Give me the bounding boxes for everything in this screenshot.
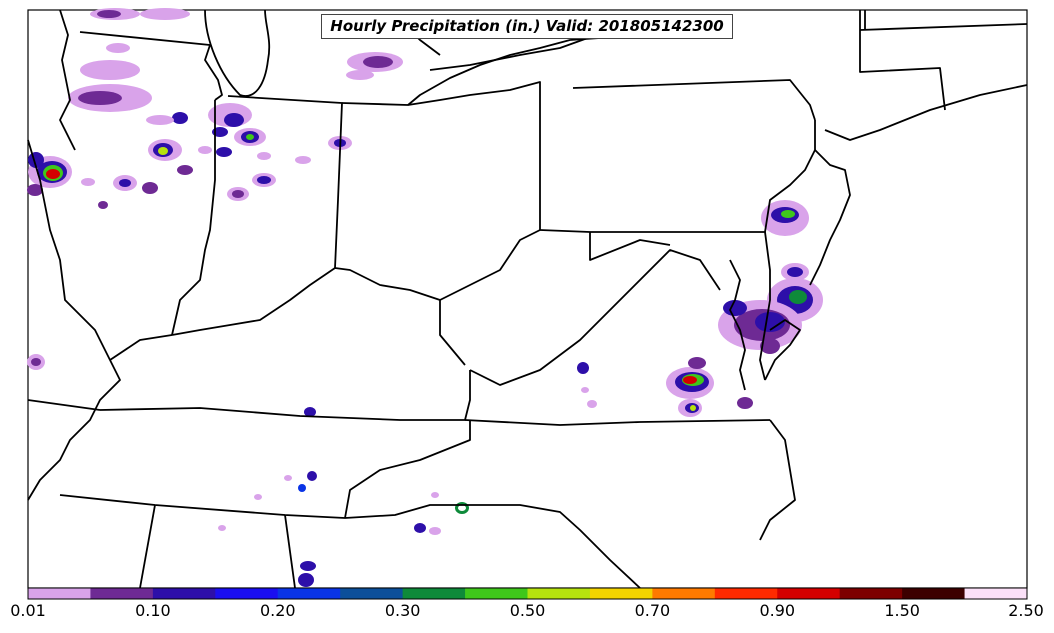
colorbar-segment [652, 588, 716, 599]
colorbar-segment [527, 588, 591, 599]
colorbar-tick-label: 0.30 [384, 601, 421, 620]
colorbar-segment [340, 588, 404, 599]
colorbar-tick-label: 0.01 [10, 601, 46, 620]
colorbar-segment [777, 588, 841, 599]
map-frame [27, 9, 1028, 589]
colorbar-segment [902, 588, 966, 599]
map-title: Hourly Precipitation (in.) Valid: 201805… [321, 14, 733, 39]
colorbar-tick-label: 1.50 [884, 601, 920, 620]
colorbar-segment [215, 588, 279, 599]
colorbar-tick-label: 0.70 [634, 601, 671, 620]
colorbar-segment [964, 588, 1028, 599]
colorbar [27, 587, 1028, 600]
colorbar-border [27, 587, 1028, 600]
colorbar-tick-label: 0.20 [259, 601, 296, 620]
colorbar-segment [28, 588, 91, 599]
colorbar-segment [839, 588, 903, 599]
colorbar-segment [714, 588, 778, 599]
colorbar-tick-label: 0.50 [509, 601, 546, 620]
state-boundaries [27, 9, 1028, 589]
colorbar-segment [90, 588, 154, 599]
colorbar-segment [152, 588, 216, 599]
colorbar-tick-label: 2.50 [1008, 601, 1044, 620]
precipitation-areas [27, 8, 823, 587]
colorbar-segment [589, 588, 653, 599]
colorbar-segment [277, 588, 341, 599]
colorbar-segment [465, 588, 528, 599]
colorbar-tick-label: 0.90 [759, 601, 796, 620]
colorbar-tick-label: 0.10 [135, 601, 171, 620]
colorbar-segment [402, 588, 466, 599]
